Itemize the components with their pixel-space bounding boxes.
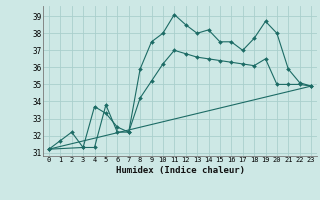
X-axis label: Humidex (Indice chaleur): Humidex (Indice chaleur) — [116, 166, 244, 175]
